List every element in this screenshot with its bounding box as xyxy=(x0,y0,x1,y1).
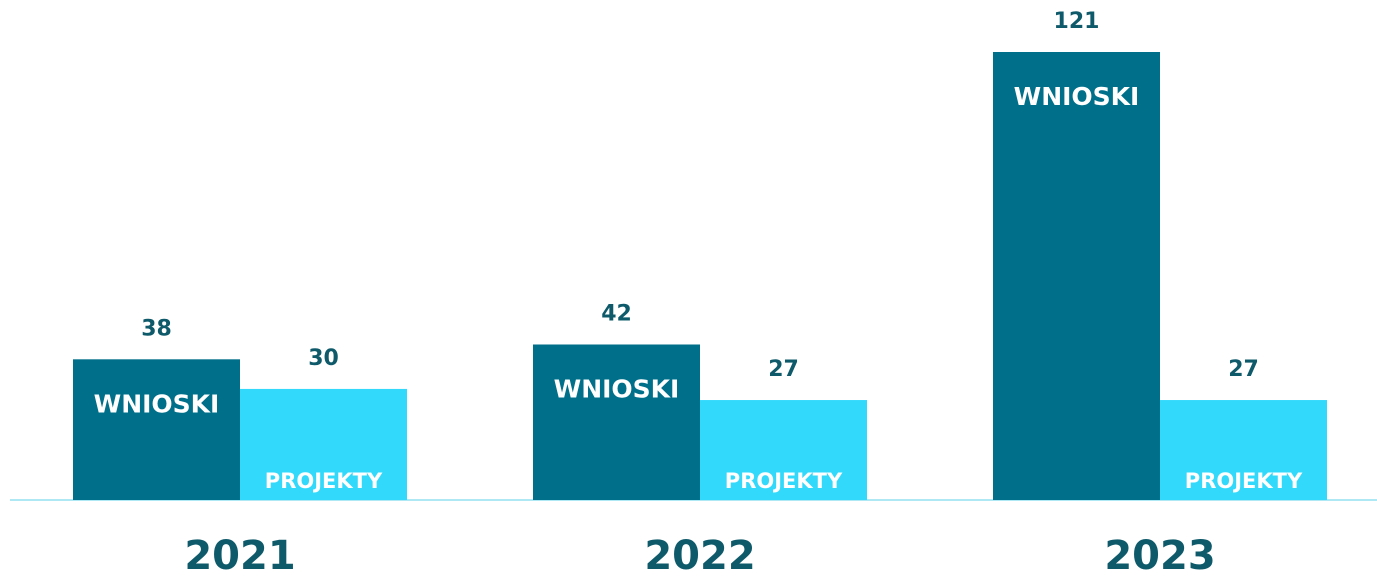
bar xyxy=(73,359,240,500)
bar xyxy=(700,400,867,500)
series-label: PROJEKTY xyxy=(725,469,843,493)
series-label: WNIOSKI xyxy=(1014,82,1140,111)
value-label: 27 xyxy=(768,357,799,382)
value-label: 30 xyxy=(308,346,339,371)
bar xyxy=(240,388,407,500)
x-tick-label: 2022 xyxy=(644,533,755,578)
bar xyxy=(1160,400,1327,500)
x-tick-label: 2021 xyxy=(184,533,295,578)
series-label: WNIOSKI xyxy=(94,389,220,418)
value-label: 121 xyxy=(1054,9,1100,34)
bar xyxy=(993,52,1160,500)
series-label: WNIOSKI xyxy=(554,374,680,403)
value-label: 38 xyxy=(141,316,172,341)
series-label: PROJEKTY xyxy=(265,469,383,493)
series-label: PROJEKTY xyxy=(1185,469,1303,493)
value-label: 27 xyxy=(1228,357,1259,382)
bar xyxy=(533,344,700,500)
value-label: 42 xyxy=(601,301,632,326)
x-tick-label: 2023 xyxy=(1104,533,1215,578)
